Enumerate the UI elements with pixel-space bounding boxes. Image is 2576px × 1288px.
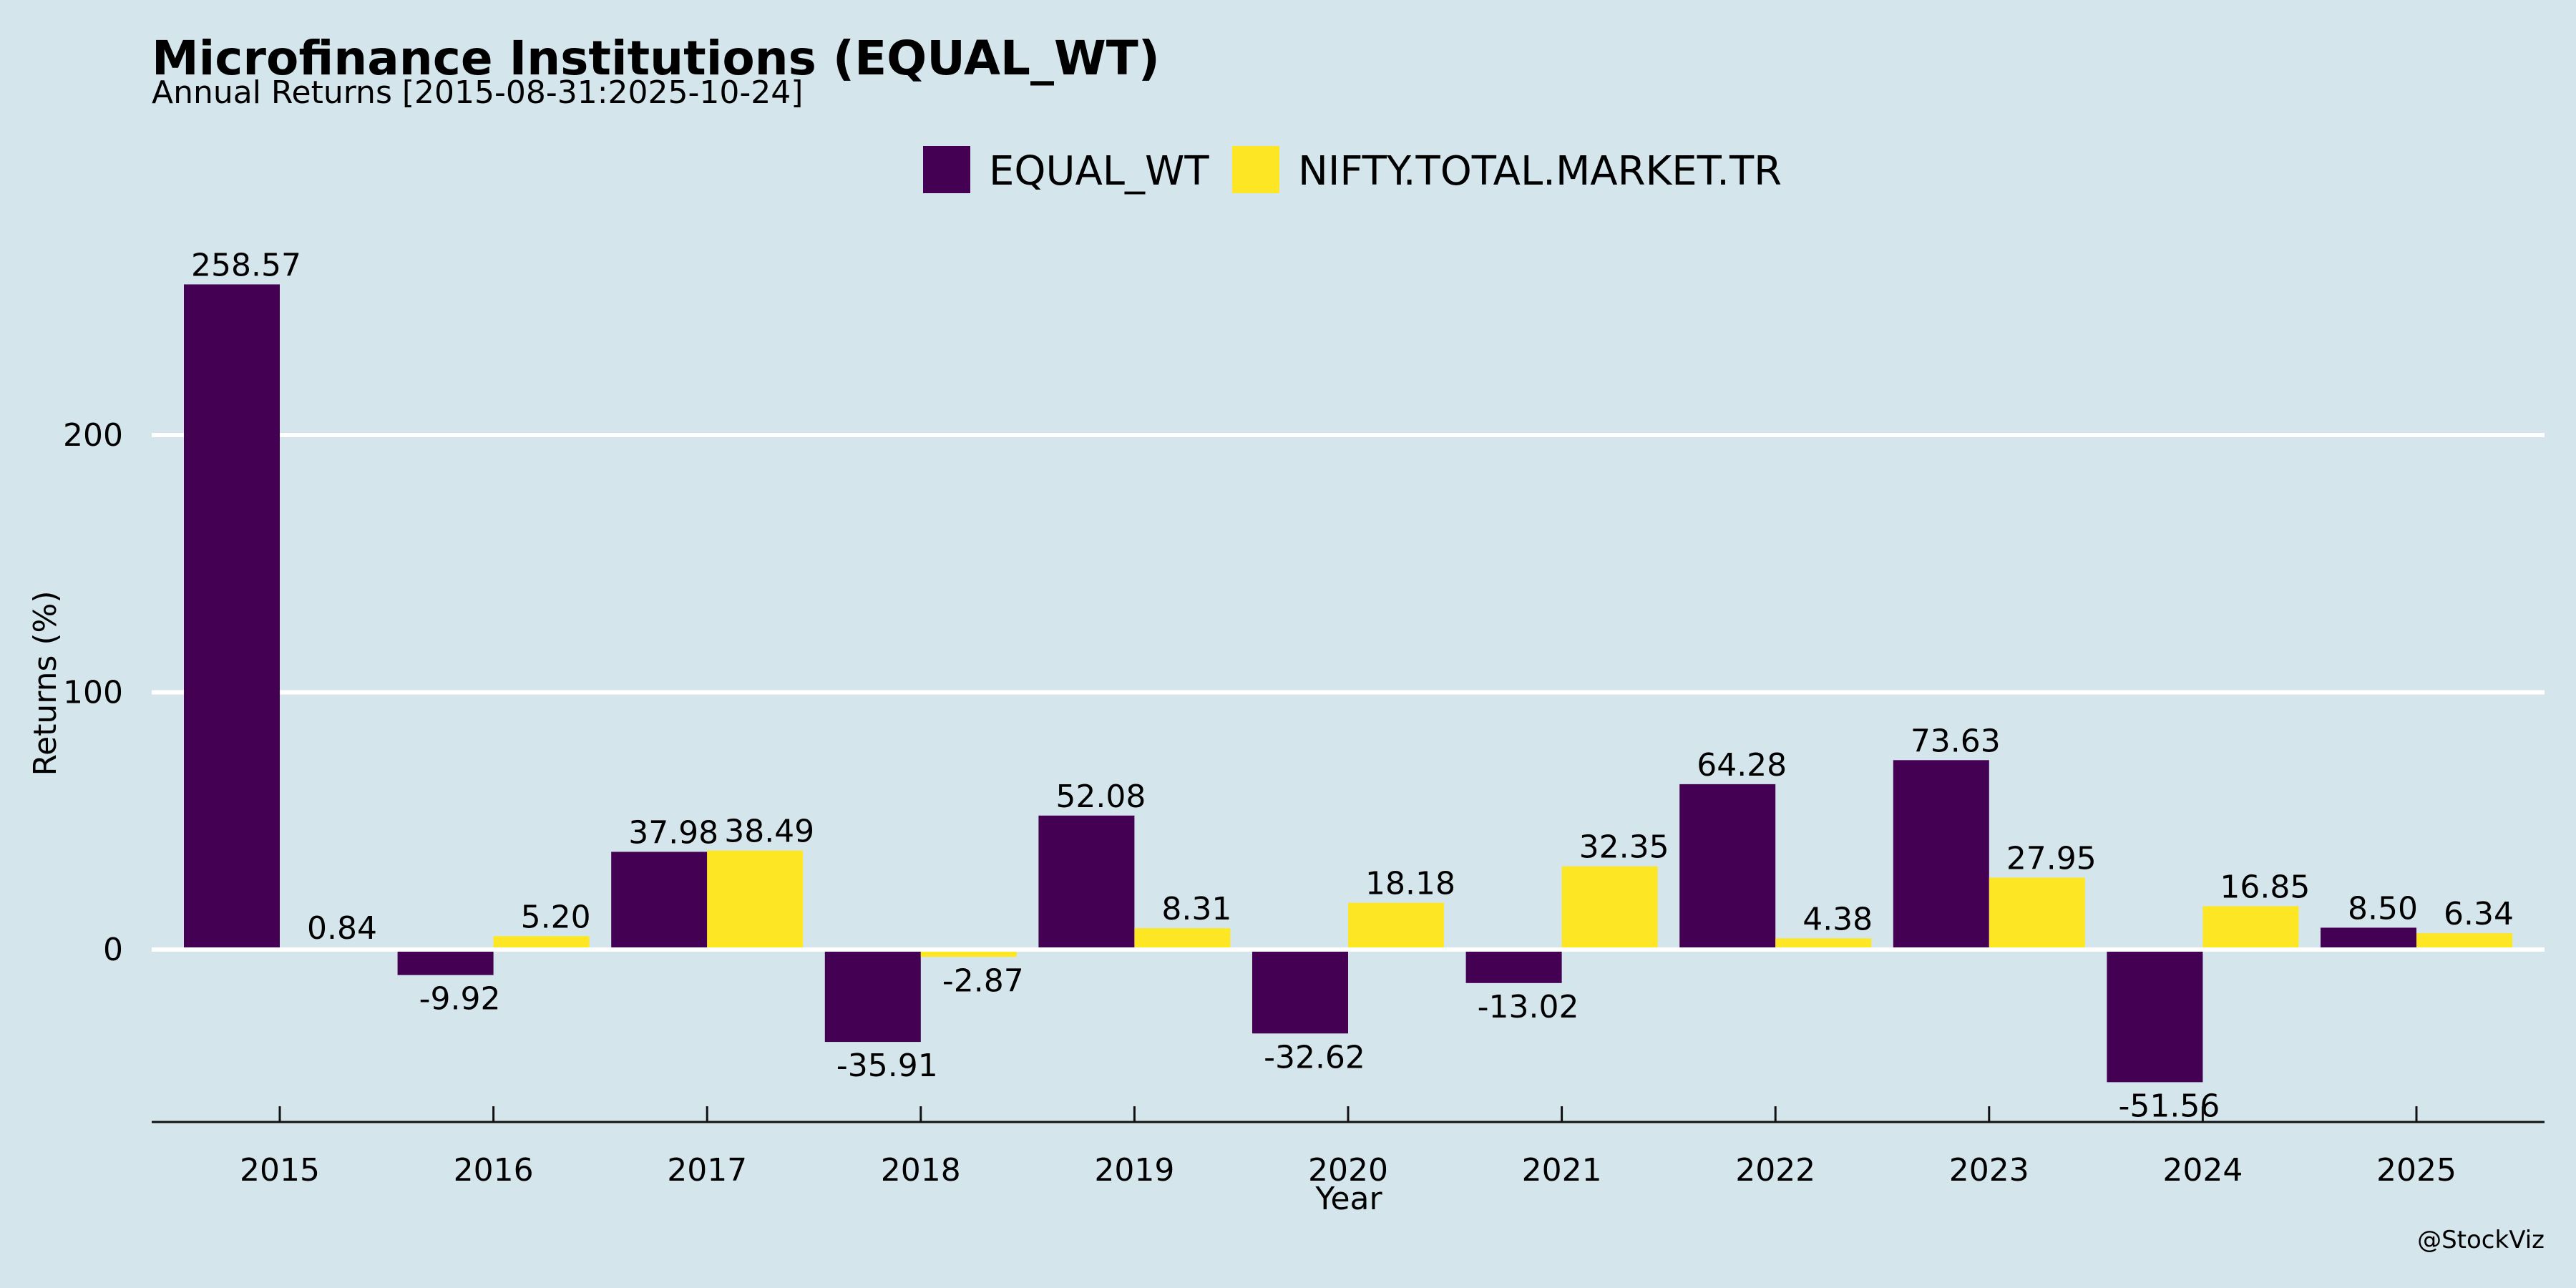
bar-nifty-2016 — [493, 936, 590, 950]
data-label: 52.08 — [1055, 779, 1146, 815]
bar-equal-wt-2020 — [1252, 950, 1348, 1034]
x-tick-label: 2019 — [1094, 1152, 1174, 1189]
bar-nifty-2022 — [1775, 938, 1872, 950]
data-label: 5.20 — [521, 899, 591, 935]
data-label: 37.98 — [628, 814, 718, 851]
y-axis-label: Returns (%) — [27, 590, 64, 776]
x-tick-label: 2022 — [1735, 1152, 1815, 1189]
bar-equal-wt-2024 — [2107, 950, 2203, 1083]
data-label: 258.57 — [191, 247, 301, 283]
data-label: 73.63 — [1911, 723, 2001, 759]
bar-nifty-2025 — [2416, 933, 2512, 950]
x-tick-label: 2018 — [881, 1152, 961, 1189]
x-tick-label: 2016 — [454, 1152, 534, 1189]
bar-nifty-2018 — [920, 950, 1017, 957]
bar-nifty-2023 — [1989, 877, 2085, 950]
bar-nifty-2024 — [2202, 906, 2299, 950]
bar-equal-wt-2017 — [611, 852, 708, 950]
bar-equal-wt-2023 — [1893, 760, 1989, 950]
x-tick-label: 2015 — [240, 1152, 320, 1189]
x-tick-label: 2023 — [1949, 1152, 2029, 1189]
data-label: -9.92 — [419, 981, 501, 1018]
data-label: 38.49 — [724, 814, 814, 850]
y-tick-label: 200 — [63, 417, 123, 454]
data-label: -13.02 — [1478, 989, 1579, 1025]
data-label: -32.62 — [1264, 1039, 1365, 1075]
data-label: 32.35 — [1579, 829, 1669, 866]
x-tick-label: 2024 — [2162, 1152, 2243, 1189]
x-tick-label: 2017 — [667, 1152, 747, 1189]
legend-label-equal-wt: EQUAL_WT — [989, 148, 1209, 195]
bar-equal-wt-2021 — [1465, 950, 1562, 983]
data-label: 27.95 — [2006, 841, 2097, 877]
bar-nifty-2019 — [1134, 928, 1231, 950]
data-label: -2.87 — [942, 962, 1024, 999]
data-label: 18.18 — [1365, 866, 1455, 902]
legend: EQUAL_WT NIFTY.TOTAL.MARKET.TR — [923, 146, 1782, 195]
credit-text: @StockViz — [2417, 1226, 2545, 1254]
x-axis-label: Year — [1314, 1181, 1382, 1217]
legend-swatch-nifty — [1232, 146, 1279, 193]
data-label: 16.85 — [2220, 869, 2310, 905]
grid — [152, 433, 2545, 695]
bar-equal-wt-2016 — [397, 950, 494, 975]
bar-equal-wt-2019 — [1038, 815, 1135, 950]
bar-nifty-2017 — [707, 850, 804, 950]
data-label: 0.84 — [307, 910, 377, 947]
y-tick-label: 100 — [63, 675, 123, 711]
chart-subtitle: Annual Returns [2015-08-31:2025-10-24] — [152, 74, 803, 111]
x-axis: 2015 2016 2017 2018 2019 2020 2021 2022 2023 2024… — [152, 1106, 2545, 1189]
y-tick-label: 0 — [103, 932, 123, 968]
legend-label-nifty: NIFTY.TOTAL.MARKET.TR — [1298, 148, 1782, 195]
data-label: 64.28 — [1697, 747, 1787, 784]
data-label: -51.56 — [2118, 1088, 2220, 1124]
data-label: 4.38 — [1802, 901, 1873, 937]
data-label: 6.34 — [2444, 896, 2514, 932]
chart-title: Microfinance Institutions (EQUAL_WT) — [152, 31, 1160, 86]
x-tick-label: 2020 — [1308, 1152, 1388, 1189]
bar-equal-wt-2018 — [824, 950, 921, 1043]
data-label: -35.91 — [836, 1048, 938, 1084]
bar-nifty-2020 — [1348, 902, 1444, 950]
data-label: 8.50 — [2348, 890, 2418, 927]
x-tick-label: 2021 — [1522, 1152, 1602, 1189]
bar-nifty-2021 — [1561, 866, 1658, 950]
bar-equal-wt-2025 — [2321, 927, 2416, 950]
data-label: 8.31 — [1161, 891, 1231, 927]
bar-equal-wt-2022 — [1679, 784, 1776, 950]
bar-equal-wt-2015 — [184, 284, 280, 950]
x-tick-label: 2025 — [2376, 1152, 2457, 1189]
bars — [184, 284, 2512, 1083]
data-labels: 258.57 0.84 -9.92 5.20 37.98 38.49 -35.91 -2.87… — [191, 247, 2514, 1124]
y-axis: 0 100 200 — [63, 417, 123, 968]
legend-swatch-equal-wt — [923, 146, 970, 193]
